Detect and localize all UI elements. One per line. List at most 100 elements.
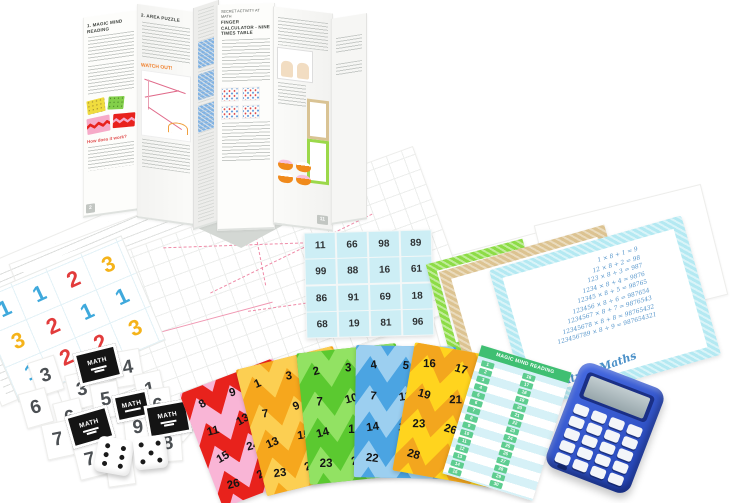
card-number: 4 (369, 358, 378, 372)
calc-key (625, 423, 644, 438)
card-number: 23 (319, 457, 333, 470)
calc-key (554, 451, 572, 466)
grid-number: 16 (369, 257, 401, 284)
cake-icon (278, 158, 293, 171)
die-pip (103, 451, 110, 458)
die-pip (138, 442, 145, 448)
grid-number: 86 (306, 285, 338, 312)
grid-number: 98 (368, 231, 400, 257)
text-lines (278, 16, 328, 52)
diagram-line (148, 78, 149, 110)
thumbnail-row (86, 112, 136, 136)
chevron-shape (113, 116, 135, 124)
grid-number: 19 (338, 311, 370, 337)
calc-key (567, 415, 586, 430)
tan-certificate-thumbnail (307, 98, 329, 142)
page-number: 11 (316, 214, 328, 226)
geometry-diagram (141, 68, 191, 143)
calc-key (563, 427, 582, 442)
diagram-arc (168, 120, 188, 135)
card-number: 19 (416, 386, 432, 402)
text-lines (336, 59, 362, 77)
pink-zigzag-thumbnail (86, 114, 112, 136)
booklet-panel-2: 2. AREA PUZZLE WATCH OUT! (137, 3, 195, 227)
card-number: 7 (316, 395, 323, 408)
grid-number: 66 (336, 232, 368, 258)
grid-number: 88 (337, 258, 369, 285)
grid-number: 11 (304, 232, 336, 259)
number-grid-card: 11 66 98 89 99 88 16 61 86 91 69 18 68 19 81 96 (303, 229, 435, 339)
booklet-panel-6 (331, 13, 367, 225)
die-showing-five (132, 434, 169, 471)
cake-illustrations (278, 158, 311, 186)
calc-key (589, 465, 608, 480)
text-lines (222, 120, 270, 163)
calc-key (590, 409, 609, 425)
card-number: 22 (365, 451, 380, 465)
calc-key (607, 416, 626, 431)
calc-key (558, 439, 577, 454)
card-number: 16 (422, 358, 436, 371)
die-showing-six (93, 435, 135, 477)
dot-grid-thumbnail (242, 104, 260, 119)
card-number: 7 (369, 389, 378, 403)
logo-bar (163, 423, 175, 427)
calc-key (572, 402, 591, 418)
grid-number: 96 (402, 309, 434, 336)
card-number: 2 (311, 364, 321, 378)
calc-key (593, 452, 612, 468)
yellow-grid-thumbnail (86, 97, 106, 116)
calc-key (620, 435, 639, 450)
grid-number: 81 (370, 310, 402, 336)
text-lines (336, 33, 362, 55)
calc-key (585, 421, 604, 437)
calc-key (611, 459, 630, 475)
calc-key (603, 428, 621, 444)
card-number: 23 (412, 418, 426, 431)
calc-key (576, 446, 595, 461)
grid-number: 91 (337, 284, 369, 311)
booklet-panel-4: SECRET ACTIVITY AT MATH FINGER CALCULATO… (217, 2, 275, 232)
dot-grid-thumbnail (242, 86, 260, 101)
grid-number: 69 (369, 283, 401, 310)
die-pip (147, 449, 154, 456)
booklet-panel-5: 11 (273, 6, 333, 232)
text-lines (88, 59, 134, 97)
dot-grid-thumbnail (221, 104, 239, 120)
calc-key (598, 440, 617, 456)
chevron-shape (86, 119, 111, 131)
equation-list: 1 × 8 + 1 = 9 12 × 8 + 2 = 98 123 × 8 + 3 … (521, 246, 658, 353)
calc-key (580, 433, 599, 449)
die-pip (117, 463, 124, 470)
calc-key (606, 471, 625, 487)
thumbnail-row (221, 104, 271, 120)
text-lines (278, 81, 306, 108)
left-hand-icon (281, 60, 293, 78)
text-lines (142, 138, 190, 173)
grid-number: 18 (401, 283, 433, 309)
grid-number: 89 (400, 230, 432, 257)
cake-icon (296, 174, 311, 186)
text-lines (222, 37, 270, 84)
card-number: 28 (405, 446, 422, 463)
calc-key (616, 447, 634, 462)
booklet-panel-1: 1. MAGIC MIND READING How does it work? … (83, 10, 139, 218)
booklet-panel-fold (193, 0, 219, 231)
die-pip (120, 445, 127, 452)
diagram-line (144, 89, 180, 98)
text-lines (88, 30, 134, 64)
card-number: 14 (315, 425, 331, 441)
die-pip (155, 440, 161, 447)
section-heading: FINGER CALCULATOR - NINE TIMES TABLE (221, 19, 270, 37)
thumbnail-row (86, 94, 135, 116)
calc-key (571, 458, 590, 473)
text-lines (142, 21, 190, 64)
hands-illustration (277, 46, 313, 84)
grid-number: 99 (305, 259, 337, 285)
cake-icon (278, 171, 293, 184)
text-lines (88, 140, 134, 172)
dot-grid-thumbnail (221, 86, 239, 102)
cake-icon (296, 161, 311, 173)
red-zigzag-thumbnail (113, 112, 136, 129)
